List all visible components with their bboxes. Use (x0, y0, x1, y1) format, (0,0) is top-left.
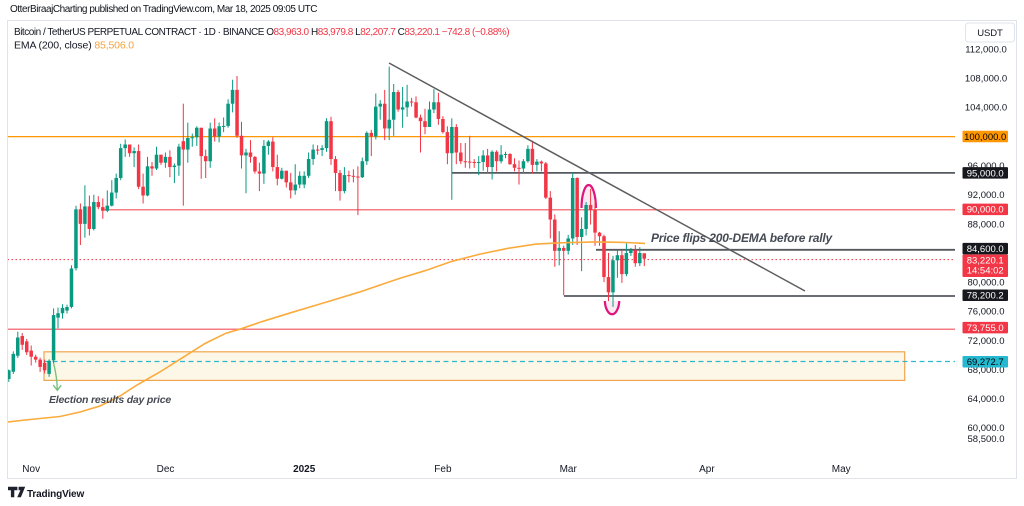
svg-text:69,272.7: 69,272.7 (967, 357, 1004, 368)
svg-text:Feb: Feb (434, 464, 452, 475)
svg-text:95,000.0: 95,000.0 (967, 168, 1004, 179)
svg-text:Price flips 200-DEMA before ra: Price flips 200-DEMA before rally (651, 231, 834, 245)
svg-text:Dec: Dec (157, 464, 175, 475)
svg-text:58,500.0: 58,500.0 (968, 434, 1005, 445)
svg-text:May: May (832, 464, 851, 475)
svg-text:100,000.0: 100,000.0 (964, 132, 1006, 143)
svg-text:76,000.0: 76,000.0 (968, 307, 1005, 318)
svg-text:108,000.0: 108,000.0 (965, 74, 1007, 85)
svg-text:80,000.0: 80,000.0 (968, 278, 1005, 289)
svg-text:112,000.0: 112,000.0 (965, 45, 1007, 56)
svg-text:USDT: USDT (977, 28, 1003, 39)
svg-text:96,000.0: 96,000.0 (968, 161, 1005, 172)
svg-text:72,000.0: 72,000.0 (968, 336, 1005, 347)
svg-text:Nov: Nov (22, 464, 40, 475)
svg-text:EMA (200, close) 85,506.0: EMA (200, close) 85,506.0 (14, 40, 134, 52)
svg-text:Apr: Apr (699, 464, 715, 475)
svg-text:68,000.0: 68,000.0 (968, 365, 1005, 376)
svg-text:104,000.0: 104,000.0 (965, 103, 1007, 114)
svg-text:90,000.0: 90,000.0 (967, 205, 1004, 216)
svg-text:92,000.0: 92,000.0 (968, 190, 1005, 201)
svg-text:TradingView: TradingView (27, 489, 84, 500)
svg-text:83,220.1: 83,220.1 (967, 256, 1004, 267)
svg-text:Mar: Mar (560, 464, 578, 475)
svg-text:84,600.0: 84,600.0 (967, 244, 1004, 255)
svg-text:73,755.0: 73,755.0 (967, 323, 1004, 334)
svg-text:Bitcoin / TetherUS PERPETUAL C: Bitcoin / TetherUS PERPETUAL CONTRACT · … (14, 27, 509, 38)
svg-text:88,000.0: 88,000.0 (968, 219, 1005, 230)
svg-text:14:54:02: 14:54:02 (967, 266, 1004, 277)
svg-text:78,200.2: 78,200.2 (967, 291, 1004, 302)
svg-text:64,000.0: 64,000.0 (968, 394, 1005, 405)
svg-text:OtterBiraajCharting published: OtterBiraajCharting published on Trading… (10, 4, 317, 15)
svg-text:Election results day price: Election results day price (49, 394, 171, 406)
svg-text:2025: 2025 (293, 464, 316, 475)
svg-text:60,000.0: 60,000.0 (968, 423, 1005, 434)
